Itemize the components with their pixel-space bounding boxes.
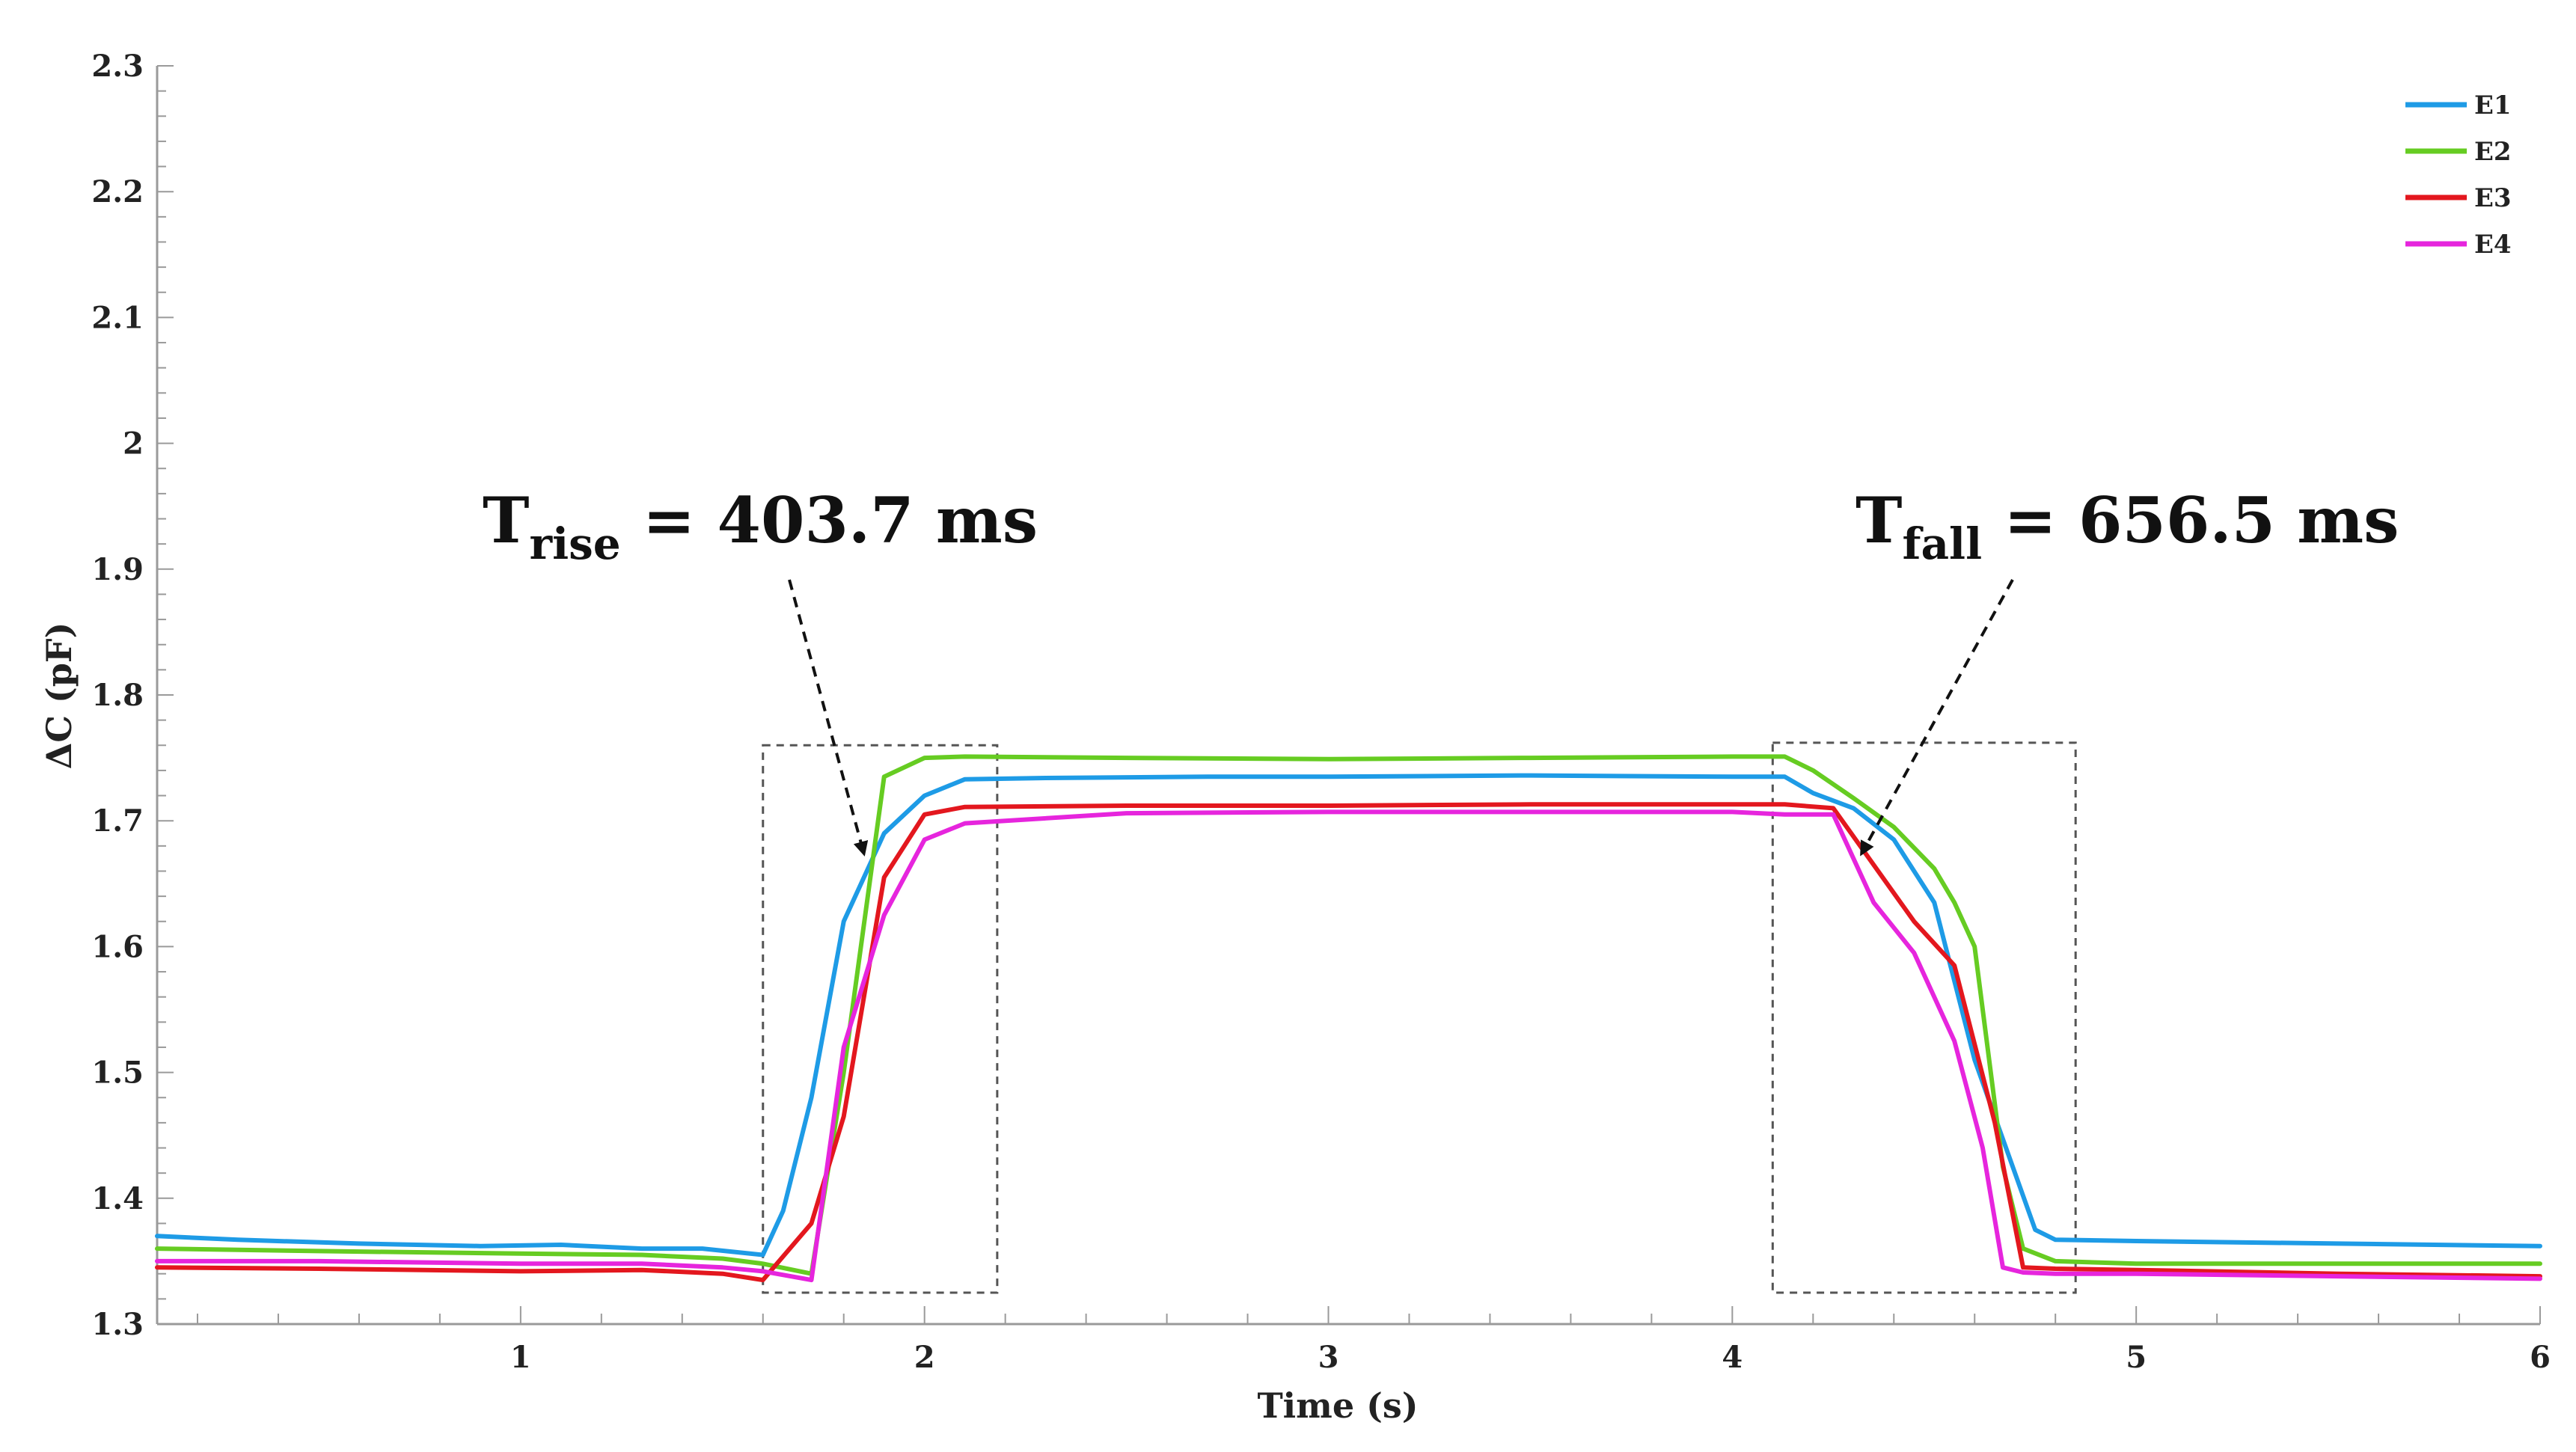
x-tick-label: 1: [510, 1340, 531, 1375]
annotation-fall-arrow: [1860, 579, 2014, 857]
y-tick-label: 1.5: [91, 1056, 144, 1091]
series-line-e2: [155, 754, 2542, 1276]
legend-label-e2: E2: [2474, 137, 2512, 167]
dashed-box-rise: [762, 744, 999, 1294]
y-tick-label: 1.6: [91, 929, 144, 964]
y-tick-label: 1.3: [91, 1307, 144, 1342]
series-line-e1: [155, 773, 2542, 1258]
y-tick-label: 1.9: [91, 552, 144, 587]
legend-label-e3: E3: [2474, 183, 2512, 213]
series-line-e3: [155, 802, 2542, 1283]
x-tick-label: 3: [1318, 1340, 1339, 1375]
x-tick-label: 2: [914, 1340, 935, 1375]
x-tick-label: 5: [2126, 1340, 2147, 1375]
y-tick-label: 1.4: [91, 1181, 144, 1216]
y-tick-label: 2: [123, 426, 144, 462]
y-tick-label: 2.1: [91, 300, 144, 335]
x-axis-label: Time (s): [1257, 1385, 1418, 1426]
x-tick-label: 4: [1722, 1340, 1743, 1375]
legend-label-e4: E4: [2474, 230, 2512, 260]
annotation-rise-arrow: [788, 579, 869, 857]
y-tick-label: 2.3: [91, 49, 144, 84]
y-tick-label: 2.2: [91, 174, 144, 209]
legend-label-e1: E1: [2474, 91, 2512, 120]
y-axis-label: ΔC (pF): [39, 622, 79, 770]
annotation-rise-label: Trise = 403.7 ms: [483, 483, 1038, 569]
y-tick-label: 1.8: [91, 678, 144, 713]
y-tick-label: 1.7: [91, 803, 144, 839]
series-line-e4: [155, 809, 2542, 1283]
x-tick-label: 6: [2530, 1340, 2551, 1375]
annotation-fall-label: Tfall = 656.5 ms: [1855, 483, 2399, 569]
